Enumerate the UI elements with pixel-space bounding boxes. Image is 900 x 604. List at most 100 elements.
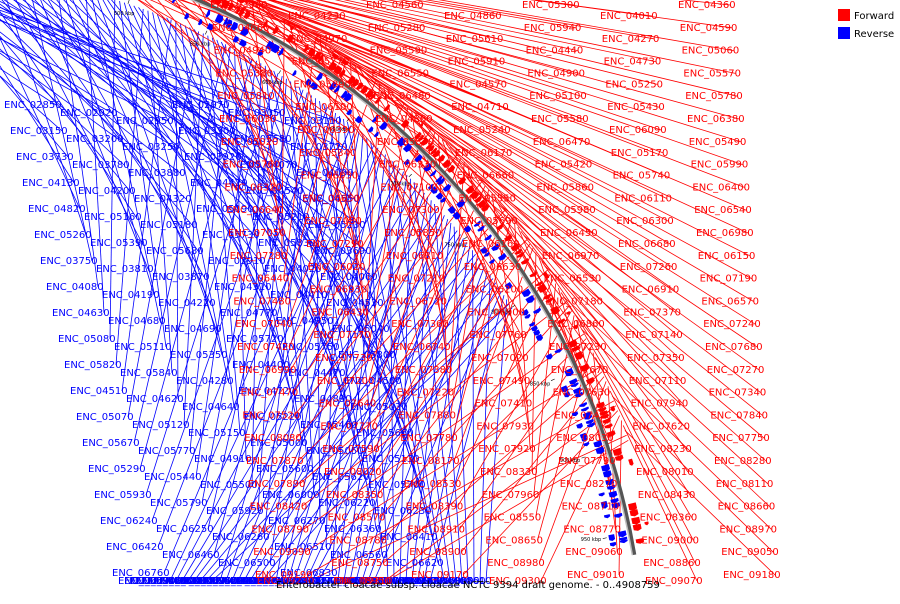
gene-label: ENC_07140 <box>625 330 683 341</box>
connector-line <box>472 250 475 582</box>
connector-line <box>306 400 615 576</box>
forward-feature <box>644 521 649 526</box>
gene-label: ENC_08780 <box>329 535 387 546</box>
label-connector-lines <box>0 0 776 582</box>
connector-line <box>445 143 604 371</box>
gene-label: ENC_05500 <box>200 480 258 491</box>
gene-label: ENC_03750 <box>40 256 98 267</box>
connector-line <box>368 132 436 381</box>
connector-line <box>375 243 531 473</box>
gene-label: ENC_05910 <box>448 57 506 68</box>
gene-label: ENC_06990 <box>239 365 297 376</box>
kbp-tick-label: 650 kbp <box>329 127 349 133</box>
forward-feature <box>206 0 210 1</box>
connector-line <box>308 434 627 582</box>
connector-line <box>92 0 161 322</box>
connector-line <box>520 230 687 450</box>
connector-line <box>211 303 510 582</box>
connector-line <box>438 135 448 370</box>
forward-feature <box>356 81 364 90</box>
gene-label: ENC_05210 <box>252 212 310 223</box>
reverse-feature <box>571 411 579 417</box>
connector-line <box>180 23 235 408</box>
gene-label: ENC_04230 <box>288 11 346 22</box>
reverse-feature <box>379 121 388 131</box>
connector-line <box>72 0 211 304</box>
gene-label: ENC_05990 <box>691 160 749 171</box>
forward-feature <box>606 430 616 437</box>
forward-feature <box>437 154 446 163</box>
connector-line <box>0 48 125 166</box>
forward-feature <box>243 10 251 20</box>
connector-line <box>128 4 279 340</box>
connector-line <box>337 52 674 290</box>
gene-label: ENC_03300 <box>178 126 236 137</box>
gene-label: ENC_04940 <box>214 46 272 57</box>
connector-line <box>0 68 57 106</box>
gene-label: ENC_06360 <box>324 524 382 535</box>
reverse-feature <box>569 378 578 385</box>
connector-line <box>477 177 761 393</box>
gene-label: ENC_06420 <box>106 542 164 553</box>
gene-label: ENC_04880 <box>375 114 433 125</box>
connector-line <box>303 333 585 530</box>
forward-feature <box>628 502 638 511</box>
connector-line <box>301 301 567 507</box>
connector-line <box>311 34 750 257</box>
reverse-feature <box>619 539 628 544</box>
gene-label: ENC_04420 <box>190 178 248 189</box>
reverse-feature <box>600 500 608 509</box>
gene-label: ENC_06100 <box>295 102 353 113</box>
gene-label: ENC_08530 <box>404 479 462 490</box>
connector-line <box>260 6 437 234</box>
gene-label: ENC_08070 <box>310 576 368 587</box>
gene-label: ENC_05130 <box>362 454 420 465</box>
gene-label: ENC_06090 <box>609 125 667 136</box>
gene-label: ENC_08640 <box>316 576 374 587</box>
gene-label: ENC_06950 <box>180 576 238 587</box>
gene-label: ENC_08020 <box>324 467 382 478</box>
gene-label: ENC_08850 <box>372 576 430 587</box>
connector-line <box>157 106 328 548</box>
reverse-feature <box>414 154 423 163</box>
connector-line <box>419 117 602 348</box>
gene-label: ENC_04060 <box>320 272 378 283</box>
forward-feature <box>302 44 309 53</box>
gene-label: ENC_06720 <box>389 296 447 307</box>
connector-line <box>462 410 619 576</box>
gene-label: ENC_09230 <box>257 576 315 587</box>
reverse-feature <box>581 437 588 442</box>
connector-line <box>149 0 266 51</box>
connector-line <box>79 0 267 288</box>
reverse-feature <box>579 432 587 439</box>
connector-line <box>271 0 500 62</box>
gene-label: ENC_05600 <box>256 464 314 475</box>
forward-feature <box>599 410 608 416</box>
forward-feature <box>598 406 607 412</box>
gene-label: ENC_04550 <box>302 194 360 205</box>
forward-feature <box>550 305 560 315</box>
gene-label: ENC_05870 <box>377 137 435 148</box>
gene-label: ENC_06830 <box>280 568 338 579</box>
connector-line <box>269 68 365 478</box>
connector-line <box>1 0 193 226</box>
reverse-feature <box>257 49 264 56</box>
connector-line <box>119 1 167 348</box>
forward-feature <box>612 447 622 456</box>
backbone-outer <box>191 0 637 556</box>
forward-feature <box>600 413 610 419</box>
reverse-feature <box>346 108 352 116</box>
connector-line <box>597 361 772 530</box>
gene-label: ENC_04280 <box>176 376 234 387</box>
gene-label: ENC_08650 <box>485 535 543 546</box>
gene-label: ENC_05730 <box>202 230 260 241</box>
connector-line <box>0 75 69 158</box>
reverse-feature <box>504 282 513 289</box>
kbp-tick <box>205 30 208 35</box>
reverse-feature <box>484 251 490 257</box>
connector-line <box>207 92 308 530</box>
forward-feature <box>477 199 487 209</box>
gene-label: ENC_08330 <box>480 467 538 478</box>
reverse-feature <box>579 402 588 407</box>
reverse-feature <box>609 541 617 547</box>
